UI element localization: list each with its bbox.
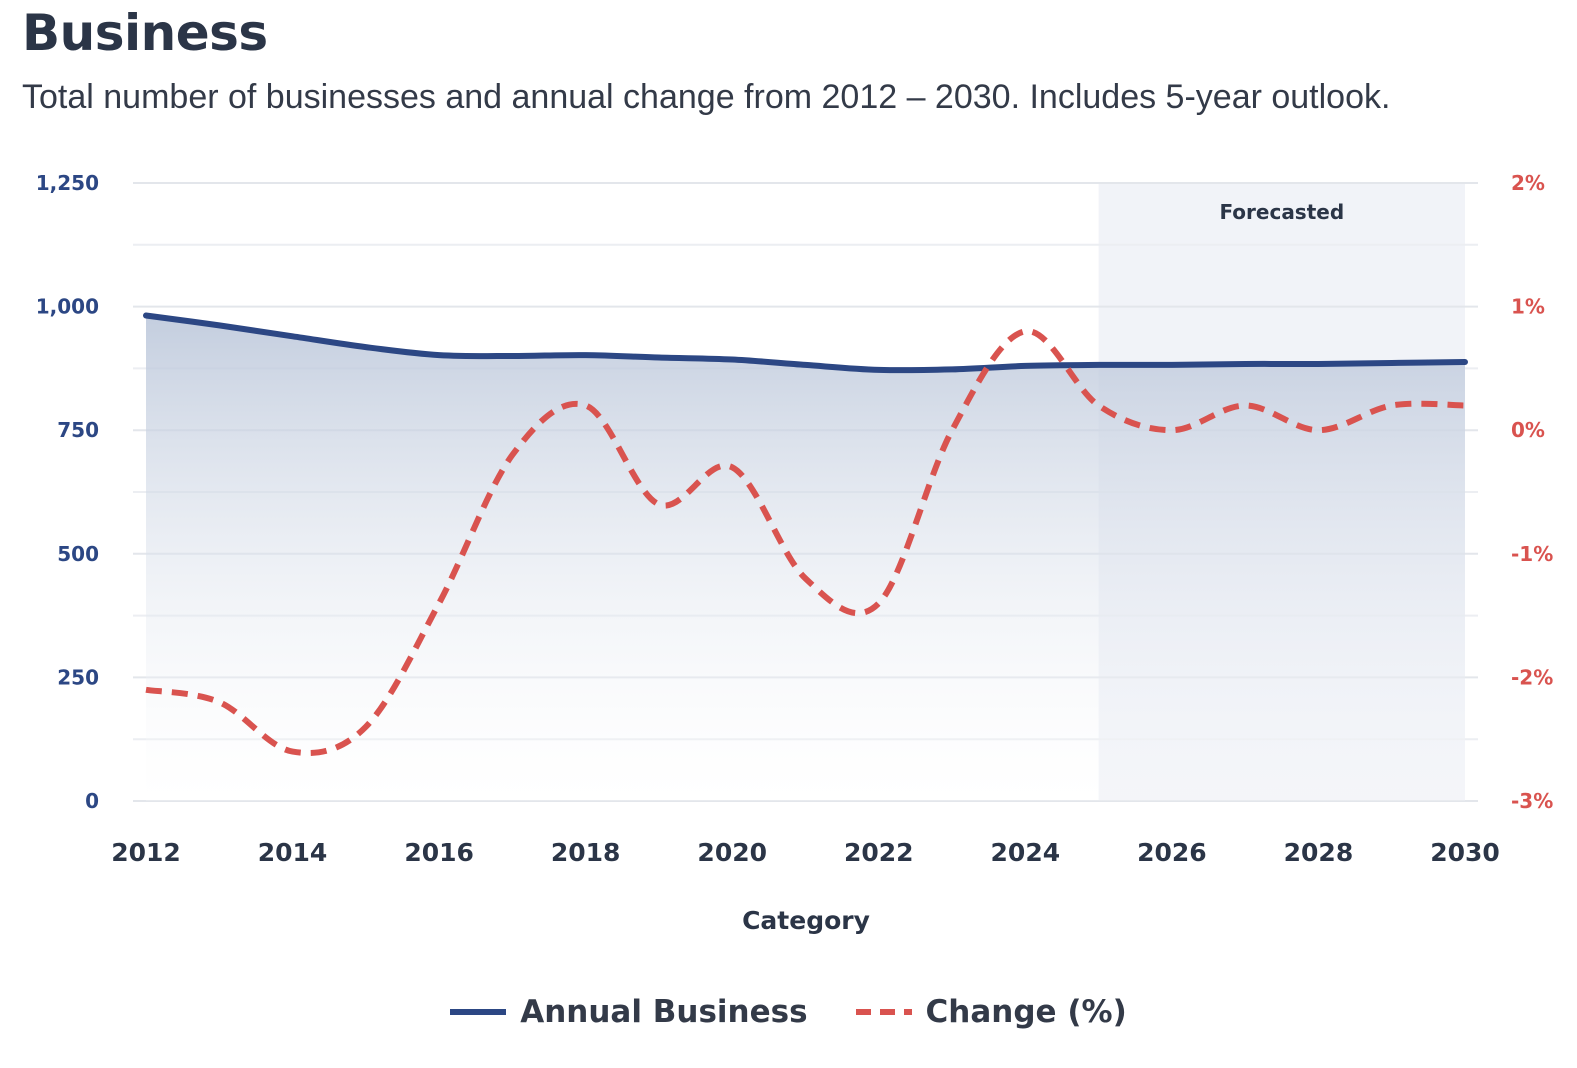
y-right-tick-label: -2% [1511, 665, 1553, 689]
legend-label-change: Change (%) [925, 994, 1127, 1030]
y-right-tick-label: -1% [1511, 542, 1553, 566]
x-tick-label: 2028 [1284, 838, 1354, 867]
series-line-change[interactable] [145, 328, 1466, 756]
x-tick-label: 2014 [258, 838, 328, 867]
y-right-tick-label: 2% [1511, 171, 1545, 195]
y-left-tick-label: 500 [57, 542, 99, 566]
x-tick-label: 2022 [844, 838, 914, 867]
legend-swatch-dashed [855, 1009, 912, 1015]
x-tick-label: 2012 [111, 838, 181, 867]
y-right-tick-label: 1% [1511, 295, 1545, 319]
forecast-label: Forecasted [1219, 200, 1344, 224]
legend-item-annual-business[interactable]: Annual Business [450, 994, 808, 1030]
y-left-tick-label: 1,250 [36, 171, 99, 195]
y-right-tick-label: -3% [1511, 789, 1553, 813]
line-chart: Forecasted 1,250 1,000 750 500 250 0 2% 1% 0% -1%… [36, 171, 1554, 935]
y-left-tick-label: 0 [85, 789, 99, 813]
x-tick-label: 2016 [404, 838, 474, 867]
y-right-tick-label: 0% [1511, 418, 1545, 442]
area-annual-business [146, 315, 1465, 801]
chart-title: Business [22, 4, 268, 62]
x-tick-label: 2024 [991, 838, 1061, 867]
legend-item-change[interactable]: Change (%) [855, 994, 1127, 1030]
y-left-tick-label: 250 [57, 665, 99, 689]
y-left-tick-label: 750 [57, 418, 99, 442]
x-tick-label: 2020 [697, 838, 767, 867]
series-line-annual-business[interactable] [143, 312, 1468, 374]
x-tick-label: 2026 [1137, 838, 1207, 867]
chart-subtitle: Total number of businesses and annual ch… [22, 78, 1391, 116]
x-tick-label: 2030 [1430, 838, 1500, 867]
y-left-tick-label: 1,000 [36, 295, 99, 319]
x-tick-label: 2018 [551, 838, 621, 867]
legend-swatch-solid [450, 1009, 507, 1015]
chart-legend: Annual Business Change (%) [0, 994, 1577, 1030]
legend-label-annual-business: Annual Business [520, 994, 808, 1030]
x-axis-title: Category [742, 906, 870, 935]
